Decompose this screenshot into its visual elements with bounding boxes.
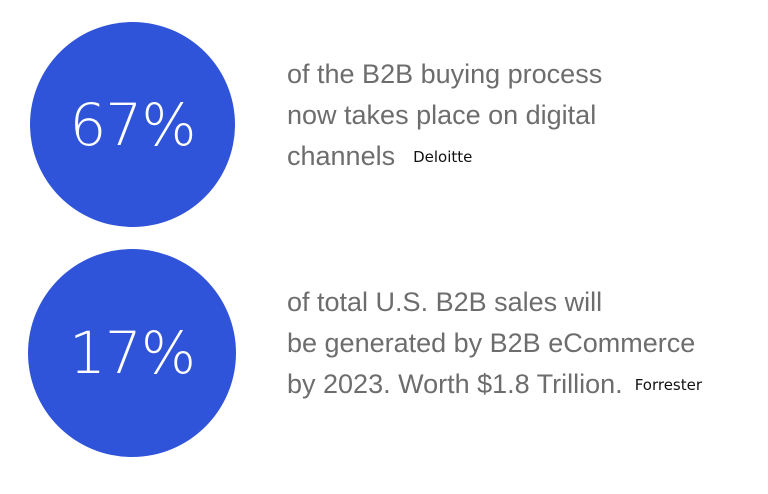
description-line: by 2023. Worth $1.8 Trillion. — [287, 369, 623, 399]
description-line: channels — [287, 141, 396, 171]
stat-value: 67% — [69, 90, 197, 159]
stat-description: of total U.S. B2B sales will be generate… — [287, 282, 702, 406]
description-line: be generated by B2B eCommerce — [287, 328, 696, 358]
source-label: Forrester — [634, 376, 703, 394]
source-label: Deloitte — [413, 148, 473, 166]
stat-block-digital-buying: 67% of the B2B buying process now takes … — [0, 22, 768, 232]
stat-description: of the B2B buying process now takes plac… — [287, 54, 602, 178]
description-line-with-source: by 2023. Worth $1.8 Trillion. Forrester — [287, 364, 702, 406]
description-line: now takes place on digital — [287, 100, 597, 130]
description-line-with-source: channels Deloitte — [287, 136, 602, 178]
stat-block-b2b-ecommerce: 17% of total U.S. B2B sales will be gene… — [0, 249, 768, 459]
stat-value: 17% — [69, 319, 196, 387]
stat-circle: 17% — [28, 249, 236, 457]
description-line: of total U.S. B2B sales will — [287, 287, 603, 317]
description-line: of the B2B buying process — [287, 59, 603, 89]
stat-circle: 67% — [30, 22, 235, 227]
